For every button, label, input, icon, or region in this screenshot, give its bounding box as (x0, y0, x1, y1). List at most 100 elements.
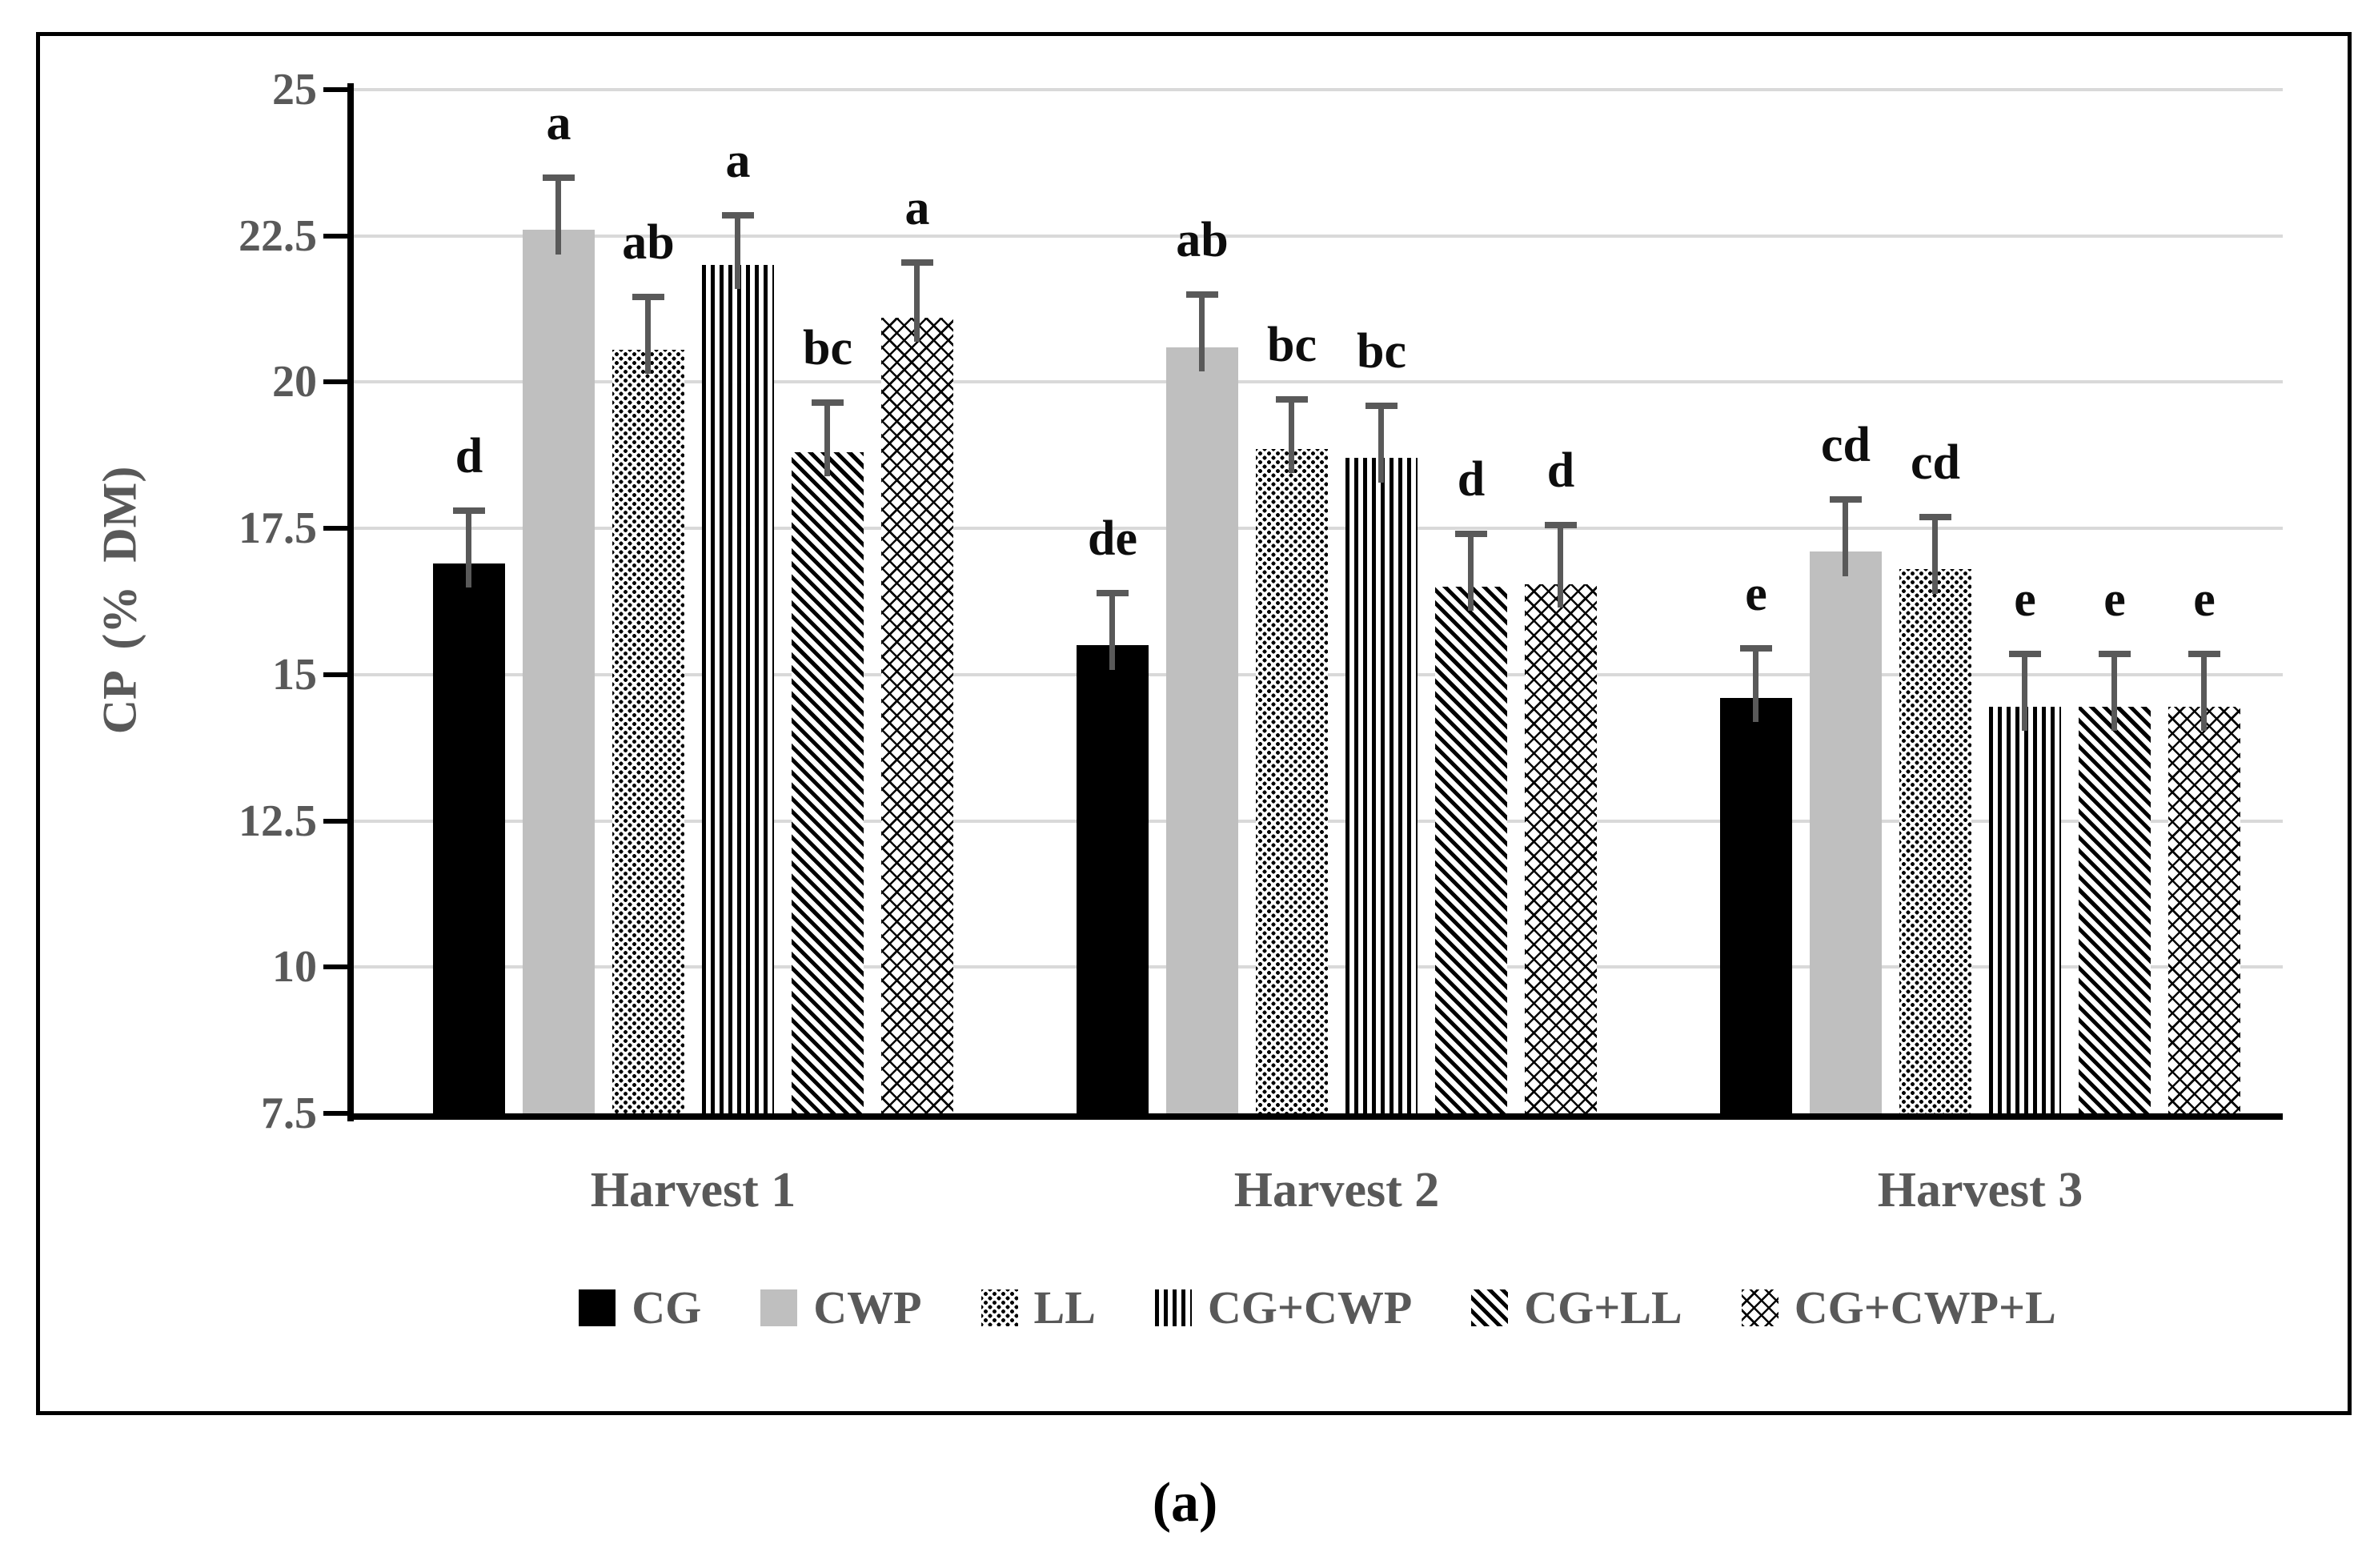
sig-letter: a (904, 181, 930, 235)
y-tick-label: 25 (272, 65, 317, 114)
error-bar-cap (812, 399, 844, 406)
bar-CG-harvest-1 (433, 563, 505, 1113)
error-bar-line (1843, 499, 1848, 576)
sig-letter: e (1745, 567, 1767, 621)
error-bar-line (914, 262, 920, 342)
y-tick-label: 10 (272, 942, 317, 993)
error-bar-cap (1545, 522, 1577, 529)
gridline (352, 88, 2283, 91)
sig-letter: e (2014, 572, 2036, 627)
sig-letter: e (2103, 572, 2126, 627)
legend-marker-CG+CWP (1154, 1289, 1192, 1326)
legend: CG CWP LL CG+CWP CG+LL CG+CWP+L (352, 1281, 2283, 1334)
y-tick-mark (323, 818, 352, 824)
legend-marker-LL (980, 1289, 1018, 1326)
gridline (352, 380, 2283, 384)
bar-CG+CWP-harvest-1 (702, 265, 774, 1113)
error-bar-line (1199, 294, 1205, 371)
figure-caption: (a) (1152, 1472, 1218, 1534)
bar-CWP-harvest-3 (1810, 551, 1882, 1113)
y-axis-line (347, 83, 354, 1121)
error-bar-cap (2099, 651, 2131, 658)
category-label: Harvest 1 (590, 1163, 796, 1217)
y-tick-mark (323, 1111, 352, 1116)
y-tick-label: 17.5 (239, 503, 317, 554)
legend-label-CWP: CWP (813, 1281, 922, 1333)
y-tick-mark (323, 233, 352, 239)
x-axis-line (347, 1113, 2283, 1120)
error-bar-line (1558, 525, 1563, 608)
error-bar-cap (2009, 651, 2041, 658)
bar-CG+LL-harvest-2 (1435, 587, 1507, 1113)
bar-CG+CWP+L-harvest-2 (1525, 583, 1597, 1113)
legend-item-CWP: CWP (760, 1281, 922, 1334)
error-bar-cap (2188, 651, 2220, 658)
error-bar-line (645, 297, 651, 375)
error-bar-line (1289, 399, 1294, 474)
error-bar-cap (1365, 402, 1398, 409)
error-bar-cap (1276, 396, 1308, 403)
error-bar-line (2022, 654, 2027, 732)
y-tick-label: 15 (272, 649, 317, 700)
sig-letter: bc (1357, 324, 1406, 379)
legend-label-CG+CWP: CG+CWP (1207, 1281, 1413, 1333)
error-bar-line (555, 177, 561, 255)
y-tick-mark (323, 964, 352, 970)
sig-letter: d (1546, 443, 1575, 498)
error-bar-cap (1455, 531, 1487, 538)
error-bar-cap (722, 212, 754, 219)
bar-CG-harvest-3 (1720, 698, 1792, 1113)
error-bar-cap (1830, 495, 1862, 503)
category-label: Harvest 2 (1233, 1163, 1440, 1217)
legend-label-LL: LL (1033, 1281, 1096, 1333)
error-bar-cap (543, 174, 575, 181)
y-tick-mark (323, 672, 352, 677)
error-bar-line (2201, 654, 2207, 732)
error-bar-line (466, 511, 471, 588)
bar-CG+LL-harvest-3 (2079, 707, 2151, 1113)
legend-marker-CG (579, 1289, 616, 1326)
bar-CG+CWP+L-harvest-3 (2168, 707, 2240, 1113)
y-tick-label: 20 (272, 357, 317, 407)
bar-LL-harvest-3 (1899, 569, 1971, 1113)
sig-letter: cd (1821, 418, 1871, 472)
bar-CWP-harvest-1 (523, 230, 595, 1113)
legend-marker-CG+CWP+L (1741, 1289, 1779, 1326)
sig-letter: a (725, 134, 751, 188)
y-tick-mark (323, 87, 352, 92)
y-tick-mark (323, 526, 352, 531)
legend-marker-CWP (760, 1289, 798, 1326)
sig-letter: cd (1911, 435, 1960, 490)
legend-label-CG: CG (632, 1281, 702, 1333)
error-bar-line (1109, 592, 1115, 670)
legend-label-CG+LL: CG+LL (1524, 1281, 1682, 1333)
error-bar-cap (632, 294, 664, 301)
legend-marker-CG+LL (1471, 1289, 1509, 1326)
legend-item-LL: LL (980, 1281, 1096, 1334)
error-bar-cap (901, 259, 933, 266)
error-bar-line (824, 403, 830, 476)
error-bar-line (1932, 516, 1938, 594)
legend-label-CG+CWP+L: CG+CWP+L (1794, 1281, 2056, 1333)
bar-CG+CWP-harvest-2 (1345, 458, 1418, 1113)
bar-LL-harvest-2 (1256, 449, 1328, 1113)
error-bar-cap (1186, 291, 1218, 298)
y-tick-label: 22.5 (239, 211, 317, 261)
error-bar-cap (453, 507, 485, 515)
legend-item-CG: CG (579, 1281, 701, 1334)
legend-item-CG+LL: CG+LL (1471, 1281, 1682, 1334)
error-bar-line (1468, 534, 1474, 612)
bar-LL-harvest-1 (612, 350, 684, 1113)
sig-letter: de (1088, 511, 1137, 566)
error-bar-line (1753, 648, 1758, 722)
category-label: Harvest 3 (1877, 1163, 2083, 1217)
bar-CG+CWP+L-harvest-1 (881, 318, 953, 1113)
error-bar-line (2111, 654, 2117, 732)
y-tick-label: 7.5 (261, 1089, 317, 1138)
y-tick-label: 12.5 (239, 796, 317, 846)
bar-CG+CWP-harvest-3 (1989, 707, 2061, 1113)
error-bar-cap (1097, 589, 1129, 596)
sig-letter: d (1457, 452, 1486, 507)
